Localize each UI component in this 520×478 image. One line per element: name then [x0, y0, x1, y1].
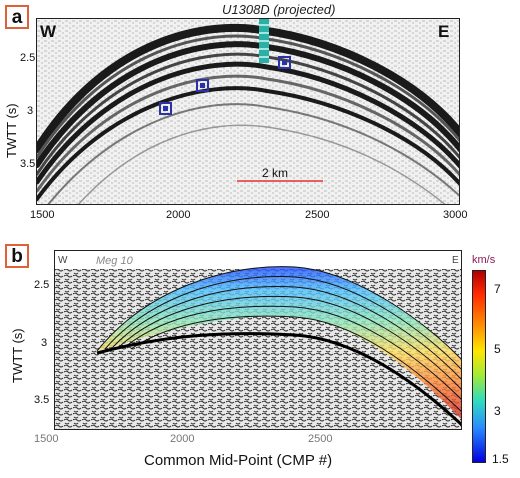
panel-a-west: W — [40, 22, 57, 41]
sample-marker-1 — [159, 102, 172, 115]
panel-b-x-tick: 2000 — [170, 433, 195, 445]
panel-b-west: W — [58, 255, 68, 266]
panel-b-x-tick: 2500 — [308, 433, 333, 445]
panel-b-y-tick: 3 — [41, 337, 48, 349]
seismic-image-a — [37, 19, 459, 204]
seismic-velocity-image-b — [55, 251, 461, 429]
panel-a-y-tick: 3 — [27, 105, 34, 117]
panel-b-seismic-section — [54, 250, 462, 430]
panel-b-x-tick: 1500 — [34, 433, 59, 445]
panel-a-east: E — [438, 22, 450, 41]
panel-a-y-tick: 3.5 — [20, 158, 36, 170]
scale-bar-label: 2 km — [262, 166, 289, 180]
colorbar-tick: 1.5 — [492, 452, 509, 466]
well-label: U1308D (projected) — [222, 2, 336, 17]
panel-a-y-tick: 2.5 — [20, 52, 36, 64]
panel-a-label: a — [5, 5, 29, 29]
panel-b-east: E — [452, 255, 459, 266]
panel-a-x-tick: 2500 — [305, 209, 330, 221]
seismic-line-label: Meg 10 — [96, 255, 133, 267]
panel-b-y-tick: 2.5 — [34, 279, 50, 291]
panel-a-x-tick: 2000 — [166, 209, 191, 221]
colorbar-tick: 5 — [494, 342, 501, 356]
panel-a-x-tick: 3000 — [443, 209, 468, 221]
sample-marker-2 — [196, 79, 209, 92]
colorbar-tick: 7 — [494, 282, 501, 296]
colorbar-tick: 3 — [494, 404, 501, 418]
panel-a-seismic-section — [36, 18, 460, 205]
panel-a-x-tick: 1500 — [30, 209, 55, 221]
colorbar-unit: km/s — [472, 254, 496, 266]
panel-b-y-tick: 3.5 — [34, 394, 50, 406]
panel-b-label: b — [5, 244, 29, 268]
panel-a-y-label: TWTT (s) — [4, 103, 19, 158]
panel-b-x-label: Common Mid-Point (CMP #) — [144, 452, 333, 469]
sample-marker-3 — [278, 56, 291, 69]
velocity-colorbar — [472, 270, 486, 463]
panel-b-y-label: TWTT (s) — [10, 328, 25, 383]
